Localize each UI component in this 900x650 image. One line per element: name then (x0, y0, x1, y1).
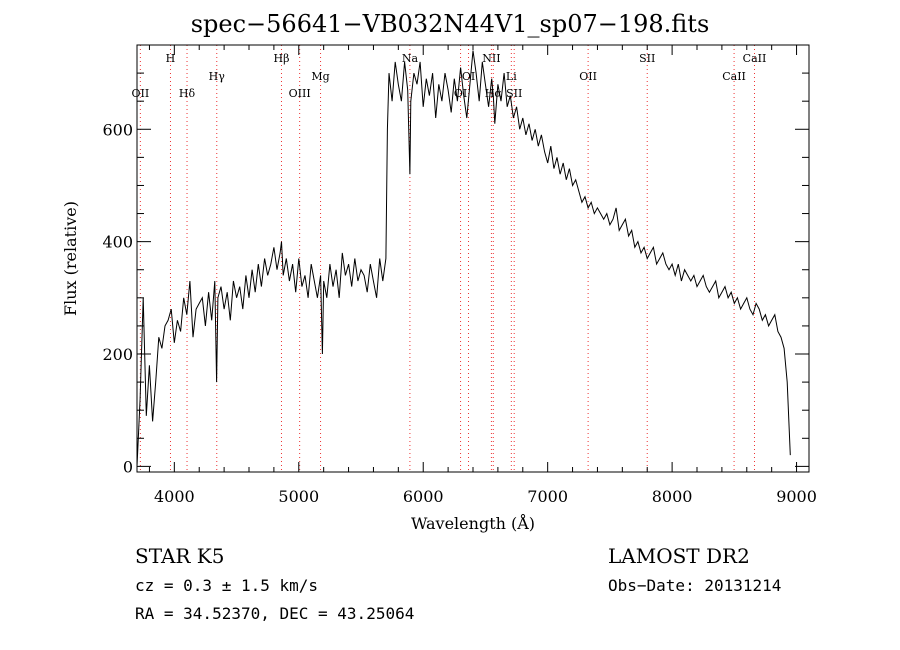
spectral-line-label: CaII (722, 70, 746, 83)
spectral-line-label: Mg (311, 70, 329, 83)
spectral-line-label: Na (402, 52, 419, 65)
observation-date: Obs−Date: 20131214 (608, 576, 782, 595)
spectral-line-label: SII (506, 87, 522, 100)
x-tick-label: 6000 (403, 487, 444, 506)
survey-label: LAMOST DR2 (608, 544, 750, 568)
x-tick-label: 8000 (652, 487, 693, 506)
x-tick-label: 5000 (278, 487, 319, 506)
x-tick-label: 7000 (527, 487, 568, 506)
plot-frame (136, 44, 810, 473)
object-class: STAR K5 (135, 544, 225, 568)
y-axis-label: Flux (relative) (61, 201, 80, 316)
y-tick-label: 0 (123, 457, 133, 476)
spectral-line-label: Hδ (179, 87, 196, 100)
chart-title: spec−56641−VB032N44V1_sp07−198.fits (190, 10, 710, 38)
spectral-line-label: CaII (743, 52, 767, 65)
spectral-line-label: OIII (289, 87, 311, 100)
spectral-line-label: OI (462, 70, 475, 83)
y-tick-label: 200 (102, 345, 133, 364)
spectral-line-label: H (166, 52, 176, 65)
coordinates: RA = 34.52370, DEC = 43.25064 (135, 604, 415, 623)
spectral-line-label: NII (482, 52, 500, 65)
y-tick-label: 600 (102, 120, 133, 139)
x-tick-label: 9000 (776, 487, 817, 506)
spectral-line-label: Hγ (209, 70, 226, 83)
spectrum-line (136, 50, 791, 467)
spectral-line-label: OII (579, 70, 597, 83)
x-tick-label: 4000 (154, 487, 195, 506)
spectral-line-label: Li (506, 70, 517, 83)
spectral-line-label: Hβ (274, 52, 290, 65)
x-axis-label: Wavelength (Å) (411, 513, 535, 533)
spectral-line-label: SII (639, 52, 655, 65)
redshift-cz: cz = 0.3 ± 1.5 km/s (135, 576, 319, 595)
y-tick-label: 400 (102, 233, 133, 252)
spectral-line-label: OII (132, 87, 150, 100)
